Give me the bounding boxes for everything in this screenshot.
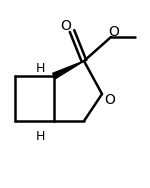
Text: O: O xyxy=(109,26,119,39)
Text: H: H xyxy=(36,130,45,143)
Text: H: H xyxy=(36,62,45,75)
Polygon shape xyxy=(53,61,84,79)
Text: O: O xyxy=(61,20,71,33)
Text: O: O xyxy=(104,93,115,107)
